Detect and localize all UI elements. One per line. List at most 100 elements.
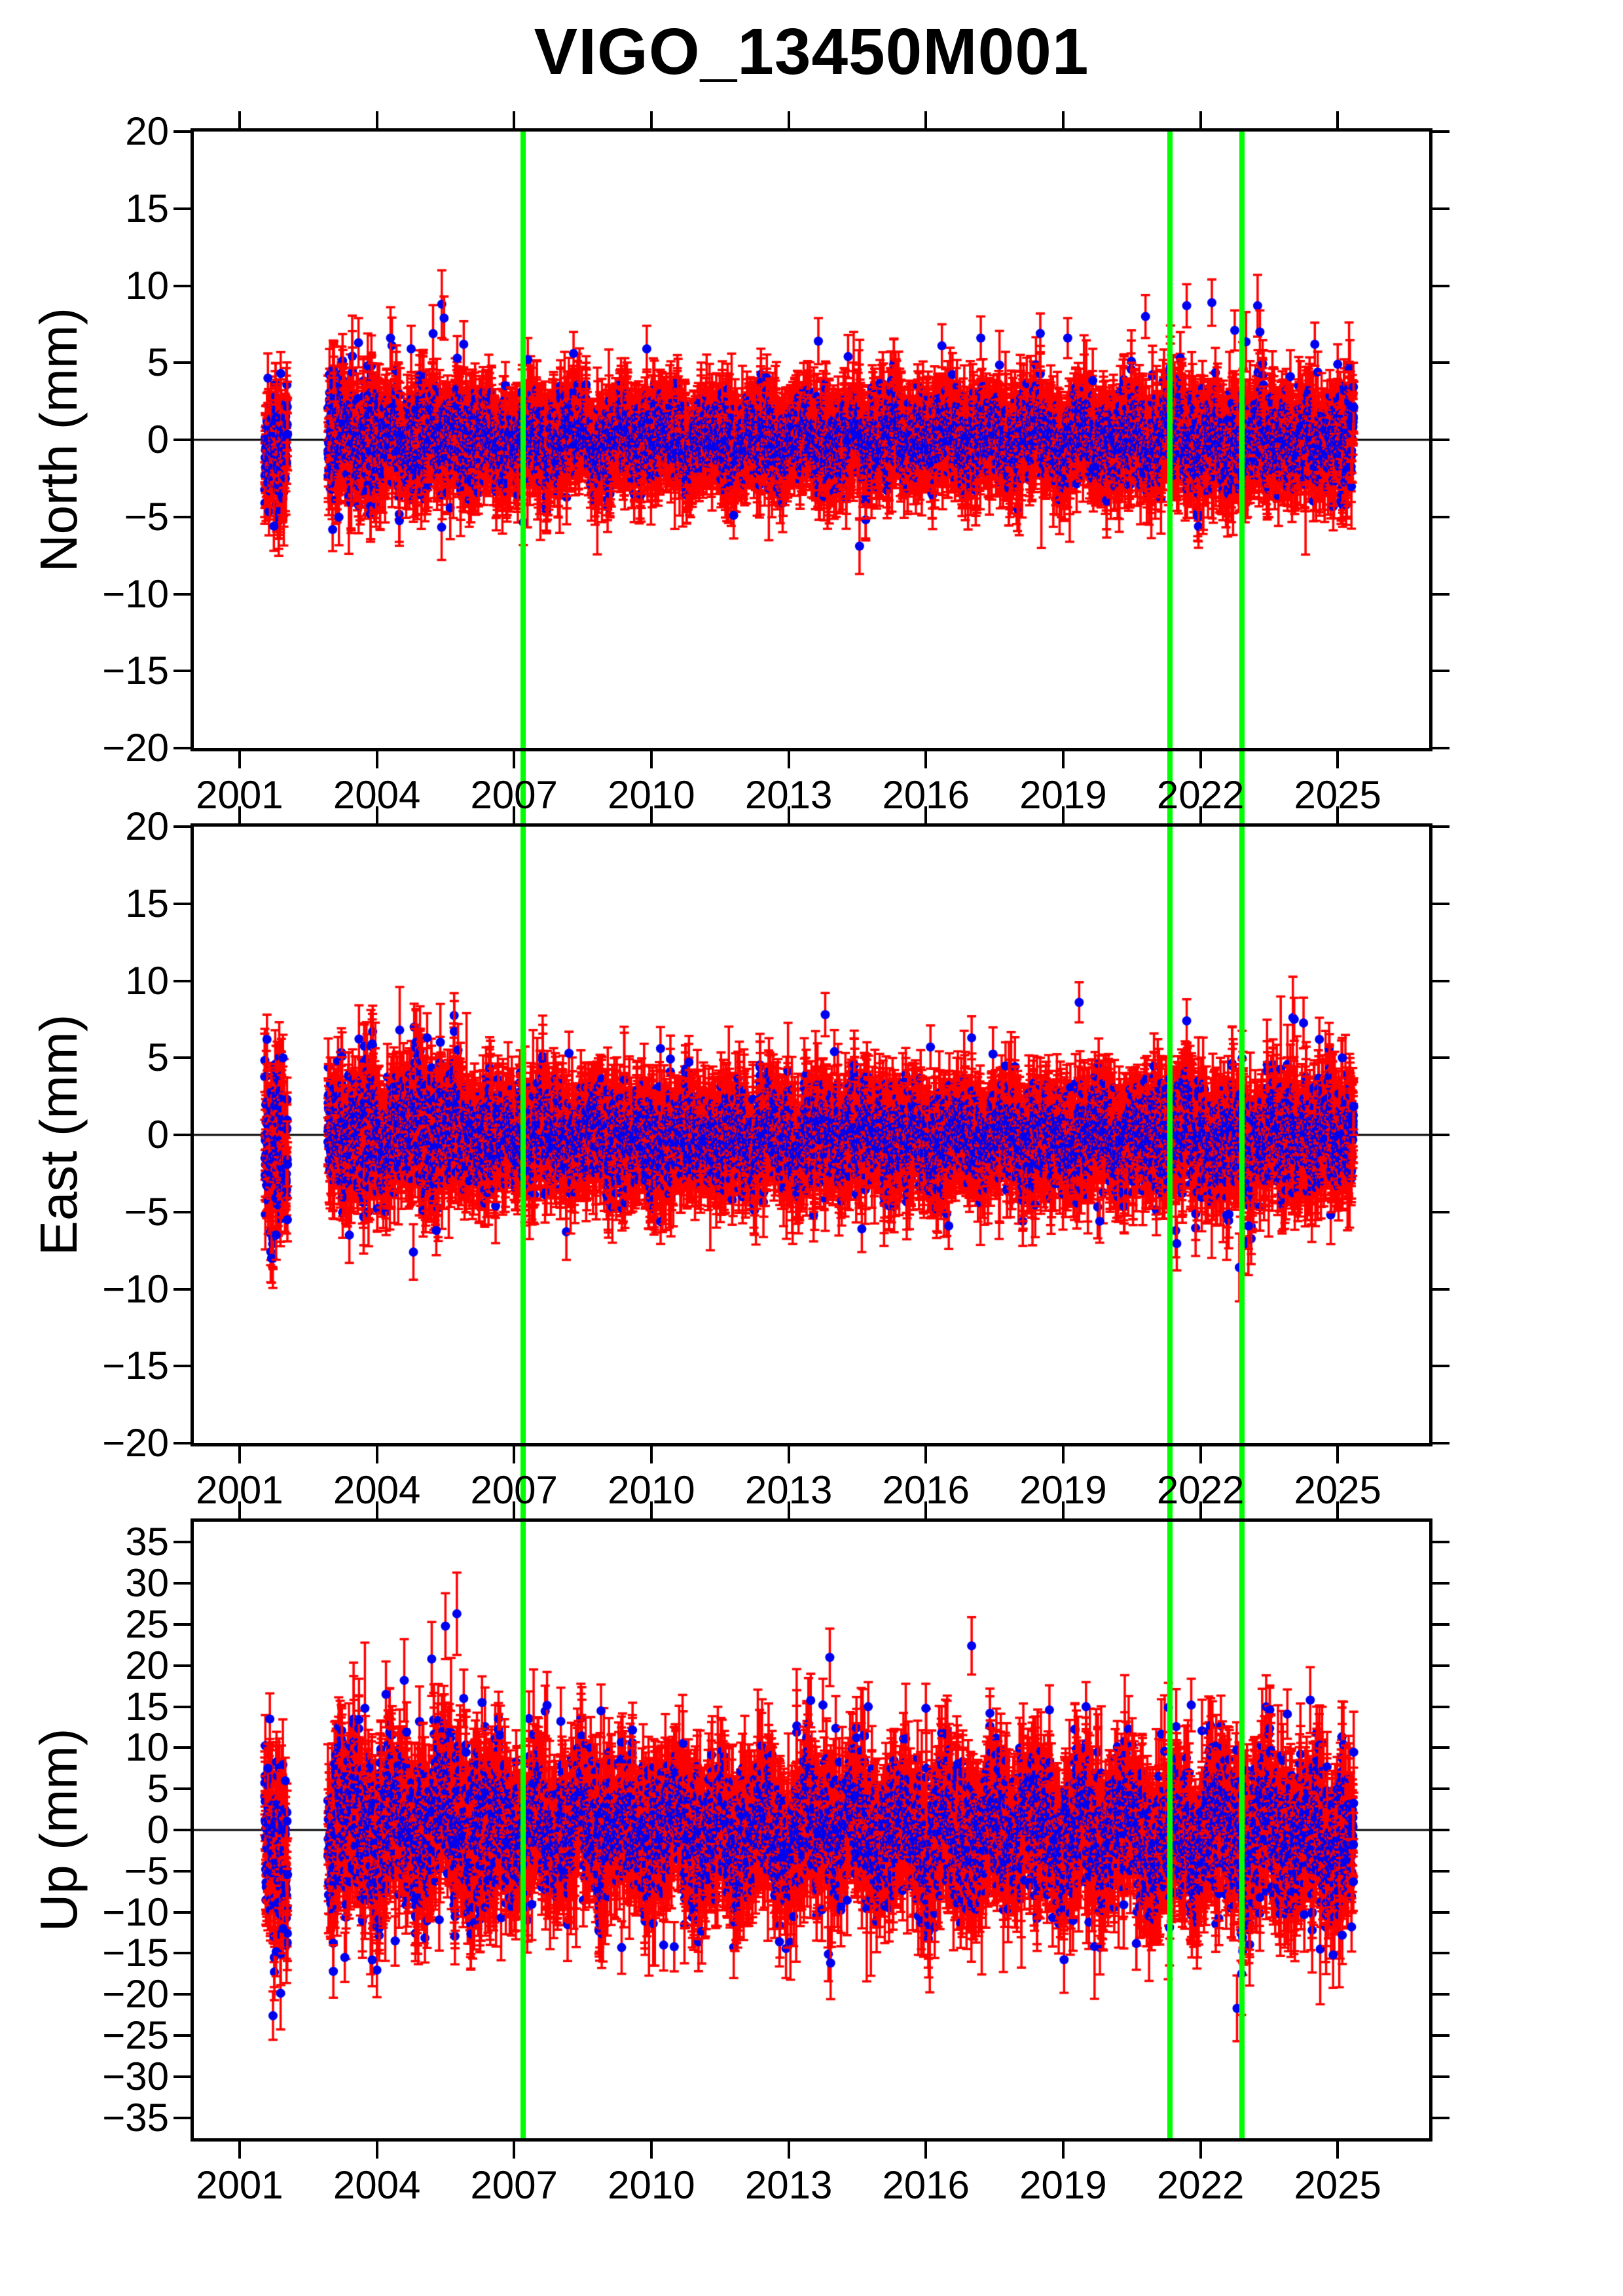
y-tick	[173, 1869, 191, 1873]
x-tick-label: 2016	[882, 2163, 970, 2207]
y-tick-label: −10	[102, 1266, 169, 1311]
x-tick	[513, 2142, 516, 2159]
event-line-0	[520, 132, 526, 2138]
x-tick	[1336, 1446, 1340, 1463]
x-tick	[238, 111, 241, 128]
y-tick-label: −35	[102, 2095, 169, 2140]
x-tick	[375, 1501, 378, 1518]
x-tick	[649, 2142, 653, 2159]
x-tick	[649, 751, 653, 768]
x-tick	[513, 111, 516, 128]
x-tick-label: 2019	[1019, 2163, 1107, 2207]
x-tick	[1336, 806, 1340, 823]
y-tick	[1432, 1993, 1450, 1996]
y-tick-label: 5	[147, 1767, 169, 1811]
y-tick	[1432, 1210, 1450, 1213]
y-tick	[173, 1134, 191, 1136]
north-panel	[191, 128, 1432, 751]
y-tick-label: −30	[102, 2054, 169, 2098]
y-tick	[1432, 515, 1450, 518]
y-tick	[173, 1442, 191, 1444]
y-tick-label: 35	[125, 1520, 169, 1564]
event-line-1	[1167, 132, 1173, 2138]
x-tick	[513, 751, 516, 768]
x-tick-label: 2025	[1294, 1468, 1381, 1512]
y-tick	[1432, 1541, 1450, 1544]
x-tick	[375, 111, 378, 128]
x-tick-label: 2022	[1156, 1468, 1245, 1512]
y-tick	[173, 1664, 191, 1667]
x-tick-label: 2004	[333, 773, 421, 817]
y-tick	[1432, 439, 1450, 441]
x-tick	[787, 751, 790, 768]
y-tick	[1432, 1787, 1450, 1791]
y-tick	[1432, 670, 1450, 673]
x-tick	[513, 1501, 516, 1518]
y-tick	[173, 1787, 191, 1791]
x-tick-label: 2019	[1019, 1468, 1107, 1512]
y-tick	[173, 1623, 191, 1626]
y-tick	[173, 592, 191, 596]
y-tick-label: 5	[147, 1035, 169, 1080]
x-tick	[787, 806, 790, 823]
y-tick	[173, 1365, 191, 1368]
y-tick	[1432, 1582, 1450, 1585]
y-tick	[1432, 979, 1450, 982]
up-panel	[191, 1518, 1432, 2142]
y-tick	[173, 1746, 191, 1749]
y-tick	[173, 2116, 191, 2119]
y-tick	[173, 515, 191, 518]
y-tick-label: −20	[102, 726, 169, 770]
north-plot-canvas	[194, 132, 1429, 748]
y-tick	[1432, 130, 1450, 133]
y-tick	[1432, 2034, 1450, 2037]
x-tick	[787, 1501, 790, 1518]
x-tick	[1336, 1501, 1340, 1518]
x-tick	[1061, 751, 1065, 768]
x-tick-label: 2007	[470, 2163, 558, 2207]
x-tick-label: 2025	[1294, 2163, 1381, 2207]
y-tick	[1432, 207, 1450, 210]
y-tick	[1432, 1287, 1450, 1291]
y-tick-label: 20	[125, 804, 169, 848]
x-tick	[238, 806, 241, 823]
x-tick	[238, 1501, 241, 1518]
y-tick-label: 10	[125, 1725, 169, 1770]
x-tick-label: 2010	[608, 773, 695, 817]
x-tick	[1336, 751, 1340, 768]
y-tick	[173, 284, 191, 287]
y-tick	[173, 2034, 191, 2037]
y-tick	[173, 1993, 191, 1996]
y-tick-label: 0	[147, 418, 169, 461]
y-tick	[173, 825, 191, 828]
x-tick	[1061, 111, 1065, 128]
y-tick	[173, 1952, 191, 1955]
y-tick-label: −25	[102, 2013, 169, 2057]
x-tick	[1199, 2142, 1202, 2159]
x-tick-label: 2025	[1294, 773, 1381, 817]
y-tick	[1432, 1746, 1450, 1749]
y-tick	[1432, 361, 1450, 365]
x-tick	[1199, 751, 1202, 768]
y-tick	[1432, 747, 1450, 749]
y-tick	[1432, 1829, 1450, 1831]
x-tick	[649, 1446, 653, 1463]
y-tick	[173, 1829, 191, 1831]
y-tick-label: −5	[124, 1189, 169, 1234]
y-tick-label: 0	[147, 1808, 169, 1852]
east-panel	[191, 823, 1432, 1446]
y-tick	[173, 1910, 191, 1914]
x-tick	[649, 1501, 653, 1518]
x-tick	[924, 1446, 928, 1463]
x-tick	[513, 1446, 516, 1463]
x-tick-label: 2007	[470, 1468, 558, 1512]
y-tick	[1432, 1664, 1450, 1667]
y-tick	[173, 1582, 191, 1585]
y-tick-label: 5	[147, 340, 169, 385]
y-tick-label: −20	[102, 1421, 169, 1465]
x-tick-label: 2004	[333, 2163, 421, 2207]
y-tick-label: 20	[125, 109, 169, 153]
y-tick	[1432, 902, 1450, 905]
x-tick-label: 2016	[882, 1468, 970, 1512]
y-tick	[1432, 1869, 1450, 1873]
